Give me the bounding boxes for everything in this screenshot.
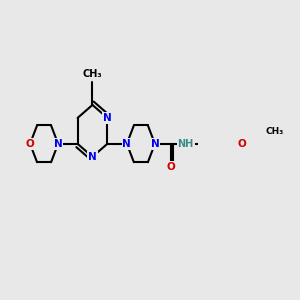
Text: CH₃: CH₃ bbox=[83, 69, 102, 79]
Text: N: N bbox=[54, 139, 62, 149]
Text: O: O bbox=[238, 139, 247, 149]
Text: O: O bbox=[166, 162, 175, 172]
Text: NH: NH bbox=[178, 139, 194, 149]
Text: CH₃: CH₃ bbox=[266, 127, 284, 136]
Text: N: N bbox=[151, 139, 159, 149]
Text: N: N bbox=[88, 152, 97, 162]
Text: N: N bbox=[122, 139, 131, 149]
Text: N: N bbox=[103, 113, 112, 123]
Text: O: O bbox=[26, 139, 34, 149]
